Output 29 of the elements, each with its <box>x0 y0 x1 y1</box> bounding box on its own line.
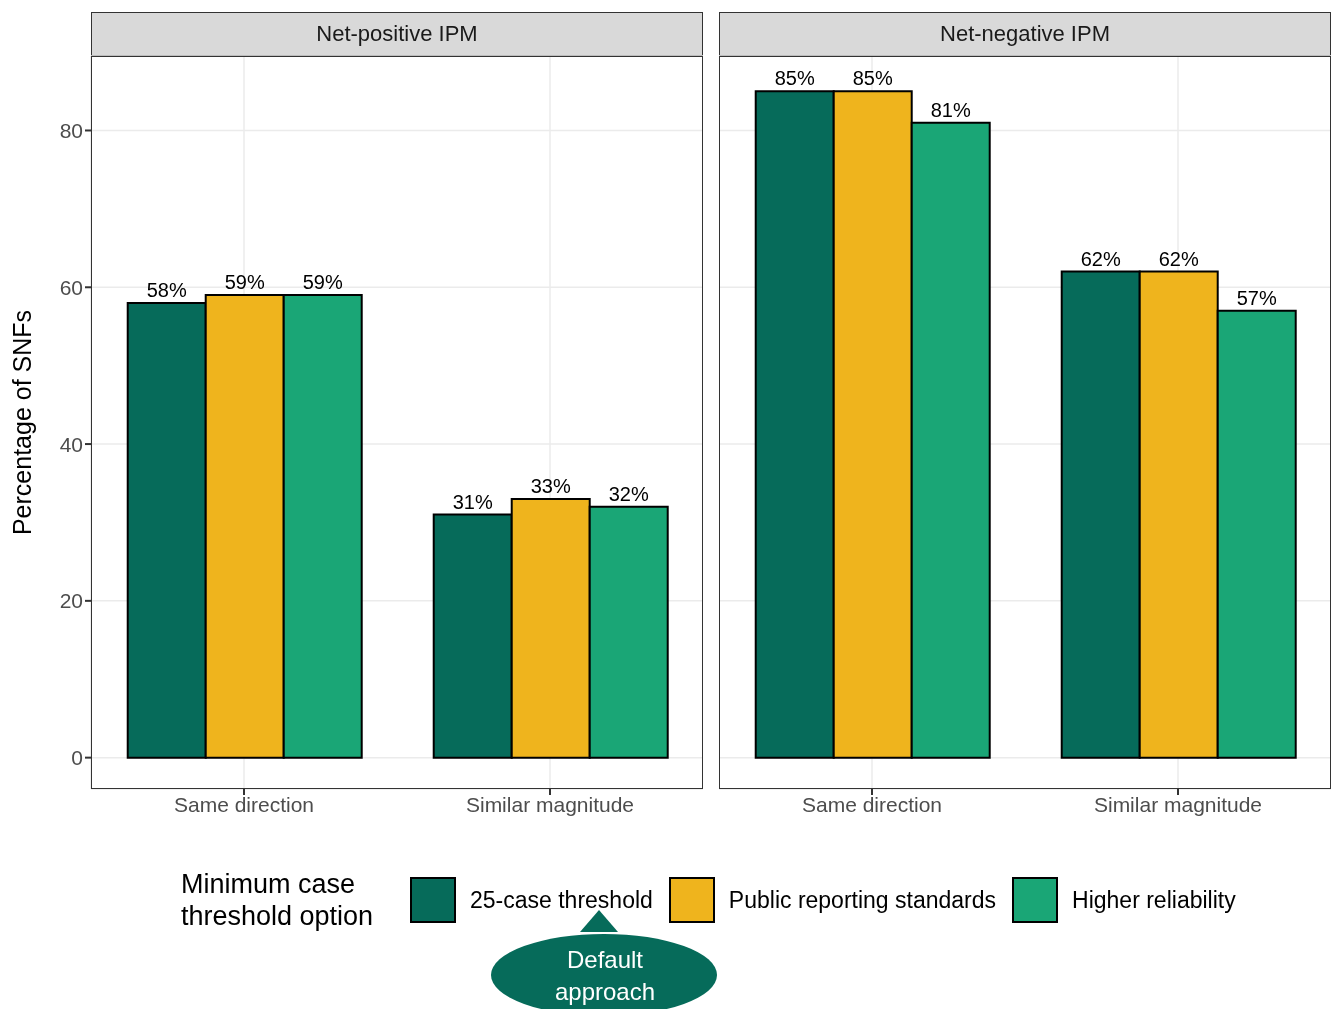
data-label: 58% <box>146 278 187 301</box>
data-label: 81% <box>930 98 971 121</box>
y-tick-label: 60 <box>59 275 83 299</box>
legend-label: Higher reliability <box>1072 886 1236 914</box>
x-tick-label: Similar magnitude <box>465 792 635 816</box>
data-label: 57% <box>1236 286 1277 309</box>
legend-label: Public reporting standards <box>728 886 997 914</box>
y-tick-label: 20 <box>59 589 83 613</box>
data-label: 59% <box>224 271 265 294</box>
chart-title: Net-negative IPM <box>719 12 1331 56</box>
data-label: 32% <box>608 482 649 505</box>
data-label: 62% <box>1158 247 1199 270</box>
data-label: 59% <box>302 271 343 294</box>
y-axis-title: Percentage of SNFs <box>7 309 36 536</box>
x-tick-label: Same direction <box>801 792 943 816</box>
data-label: 85% <box>852 67 893 90</box>
text: Default approach <box>553 945 657 1007</box>
x-tick-label: Same direction <box>173 792 315 816</box>
data-label: 33% <box>530 474 571 497</box>
legend-label: 25-case threshold <box>470 886 653 914</box>
y-tick-label: 0 <box>71 746 83 770</box>
y-tick-label: 40 <box>59 432 83 456</box>
data-label: 31% <box>452 490 493 513</box>
x-tick-label: Similar magnitude <box>1093 792 1263 816</box>
data-label: 62% <box>1080 247 1121 270</box>
y-tick-label: 80 <box>59 118 83 142</box>
chart-title: Net-positive IPM <box>91 12 703 56</box>
legend-title: Minimum case threshold option <box>181 868 375 932</box>
data-label: 85% <box>774 67 815 90</box>
